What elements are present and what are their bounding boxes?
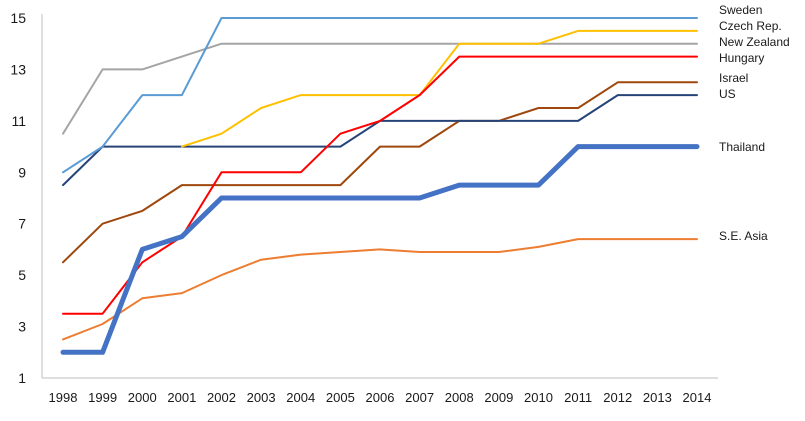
series-label-czech-rep: Czech Rep.	[719, 19, 782, 33]
series-label-hungary: Hungary	[719, 51, 764, 65]
y-tick-label: 9	[18, 164, 26, 180]
x-tick-label: 2012	[603, 390, 632, 405]
x-tick-label: 2009	[484, 390, 513, 405]
y-tick-label: 13	[10, 61, 26, 77]
x-tick-label: 2013	[643, 390, 672, 405]
y-tick-label: 3	[18, 319, 26, 335]
series-label-us: US	[719, 87, 736, 101]
series-label-new-zealand: New Zealand	[719, 35, 790, 49]
y-tick-label: 7	[18, 216, 26, 232]
series-line-us	[62, 94, 698, 187]
x-tick-label: 1999	[88, 390, 117, 405]
series-line-czech-rep	[180, 29, 698, 148]
y-tick-label: 5	[18, 267, 26, 283]
x-tick-label: 2007	[405, 390, 434, 405]
series-labels: Sweden Czech Rep. New Zealand Hungary Israel…	[719, 3, 790, 243]
x-tick-label: 2003	[247, 390, 276, 405]
x-tick-label: 2011	[564, 390, 592, 405]
axes	[41, 14, 718, 379]
series-line-israel	[62, 81, 698, 264]
series-label-israel: Israel	[719, 71, 748, 85]
x-tick-label: 2001	[167, 390, 196, 405]
series-label-thailand: Thailand	[719, 140, 765, 154]
series-label-sweden: Sweden	[719, 3, 762, 17]
series-line-thailand	[60, 144, 700, 355]
x-tick-label: 2004	[286, 390, 315, 405]
series-line-s-e-asia	[62, 238, 698, 341]
x-tick-label: 2010	[524, 390, 553, 405]
series-lines	[60, 17, 700, 355]
x-tick-label: 1998	[49, 390, 78, 405]
x-tick-label: 2000	[128, 390, 157, 405]
y-tick-label: 15	[10, 10, 26, 26]
x-tick-label: 2014	[683, 390, 712, 405]
series-line-sweden	[62, 17, 698, 174]
x-tick-label: 2005	[326, 390, 355, 405]
x-axis-ticks: 1998 1999 2000 2001 2002 2003 2004 2005 2006 2007…	[49, 390, 712, 405]
y-tick-label: 1	[18, 370, 26, 386]
series-label-s-e-asia: S.E. Asia	[719, 229, 768, 243]
series-line-hungary	[62, 55, 698, 315]
series-line-new-zealand	[62, 42, 698, 135]
x-tick-label: 2006	[366, 390, 395, 405]
y-tick-label: 11	[11, 113, 26, 129]
x-tick-label: 2008	[445, 390, 474, 405]
x-tick-label: 2002	[207, 390, 236, 405]
